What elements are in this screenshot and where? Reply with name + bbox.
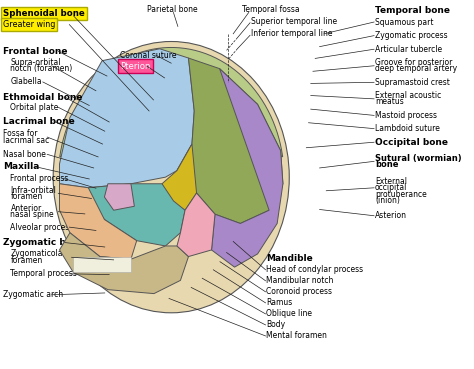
Text: Head of condylar process: Head of condylar process <box>266 265 364 274</box>
Text: notch (foramen): notch (foramen) <box>10 64 73 73</box>
Text: Supra-orbital: Supra-orbital <box>10 58 61 67</box>
Polygon shape <box>60 184 137 259</box>
Text: (inion): (inion) <box>375 196 400 205</box>
Text: Zygomatic arch: Zygomatic arch <box>3 290 63 299</box>
Text: Sutural (wormian): Sutural (wormian) <box>375 154 462 162</box>
Polygon shape <box>60 48 283 157</box>
Text: Nasal bone: Nasal bone <box>3 150 46 159</box>
Text: occipital: occipital <box>375 183 407 192</box>
Text: Anterior: Anterior <box>10 204 42 213</box>
Text: Glabella: Glabella <box>10 77 42 86</box>
Polygon shape <box>211 69 283 267</box>
Text: Coronal suture: Coronal suture <box>120 51 177 60</box>
Text: Sphenoidal bone: Sphenoidal bone <box>3 9 85 18</box>
Text: Temporal process: Temporal process <box>10 269 77 278</box>
Text: bone: bone <box>375 160 399 169</box>
Text: Lacrimal bone: Lacrimal bone <box>3 117 75 126</box>
Text: Frontal bone: Frontal bone <box>3 47 67 56</box>
Text: Mastoid process: Mastoid process <box>375 111 437 120</box>
Text: Maxilla: Maxilla <box>3 162 39 171</box>
Text: Body: Body <box>266 320 285 330</box>
Text: Superior temporal line: Superior temporal line <box>251 17 337 26</box>
Text: Parietal bone: Parietal bone <box>147 6 198 14</box>
Text: Coronoid process: Coronoid process <box>266 287 332 296</box>
Text: Supramastoid crest: Supramastoid crest <box>375 78 450 87</box>
Text: Mental foramen: Mental foramen <box>266 331 328 341</box>
Text: Infra-orbital: Infra-orbital <box>10 186 56 194</box>
Text: Fossa for: Fossa for <box>3 129 37 138</box>
Text: Frontal process: Frontal process <box>10 174 69 183</box>
Text: Mandibular notch: Mandibular notch <box>266 276 334 285</box>
Polygon shape <box>162 144 197 210</box>
Text: Ethmoidal bone: Ethmoidal bone <box>3 93 82 101</box>
Text: protuberance: protuberance <box>375 190 427 199</box>
Text: Inferior temporal line: Inferior temporal line <box>251 29 332 38</box>
Text: deep temporal artery: deep temporal artery <box>375 64 457 73</box>
Text: lacrimal sac: lacrimal sac <box>3 135 49 145</box>
Text: Orbital plate: Orbital plate <box>10 103 59 112</box>
Polygon shape <box>88 184 185 246</box>
Text: Greater wing: Greater wing <box>3 20 55 29</box>
Text: Pterion: Pterion <box>120 62 151 70</box>
Text: Temporal bone: Temporal bone <box>375 7 450 15</box>
Polygon shape <box>104 184 134 210</box>
Text: Zygomatic process: Zygomatic process <box>375 31 447 40</box>
Text: meatus: meatus <box>375 97 404 106</box>
Polygon shape <box>177 58 283 224</box>
Text: Ramus: Ramus <box>266 299 293 307</box>
Text: nasal spine: nasal spine <box>10 210 54 219</box>
Text: Lambdoid suture: Lambdoid suture <box>375 124 440 133</box>
Text: foramen: foramen <box>10 192 43 201</box>
Text: Articular tubercle: Articular tubercle <box>375 45 442 54</box>
Text: Alveolar process: Alveolar process <box>10 223 73 232</box>
Polygon shape <box>73 256 131 272</box>
Text: Groove for posterior: Groove for posterior <box>375 58 452 67</box>
Text: Mandible: Mandible <box>266 254 313 263</box>
Text: Asterion: Asterion <box>375 211 407 220</box>
Text: Zygomaticolacial: Zygomaticolacial <box>10 249 76 258</box>
Polygon shape <box>60 49 194 188</box>
Text: Zygomatic bone: Zygomatic bone <box>3 238 84 247</box>
Text: External acoustic: External acoustic <box>375 91 441 100</box>
Text: Temporal fossa: Temporal fossa <box>242 6 300 14</box>
Text: Occipital bone: Occipital bone <box>375 138 448 147</box>
Text: Oblique line: Oblique line <box>266 309 312 318</box>
Text: External: External <box>375 177 407 186</box>
Polygon shape <box>60 233 189 294</box>
Text: foramen: foramen <box>10 256 43 265</box>
Ellipse shape <box>53 41 289 313</box>
Polygon shape <box>177 193 215 256</box>
Text: Squamous part: Squamous part <box>375 17 433 27</box>
